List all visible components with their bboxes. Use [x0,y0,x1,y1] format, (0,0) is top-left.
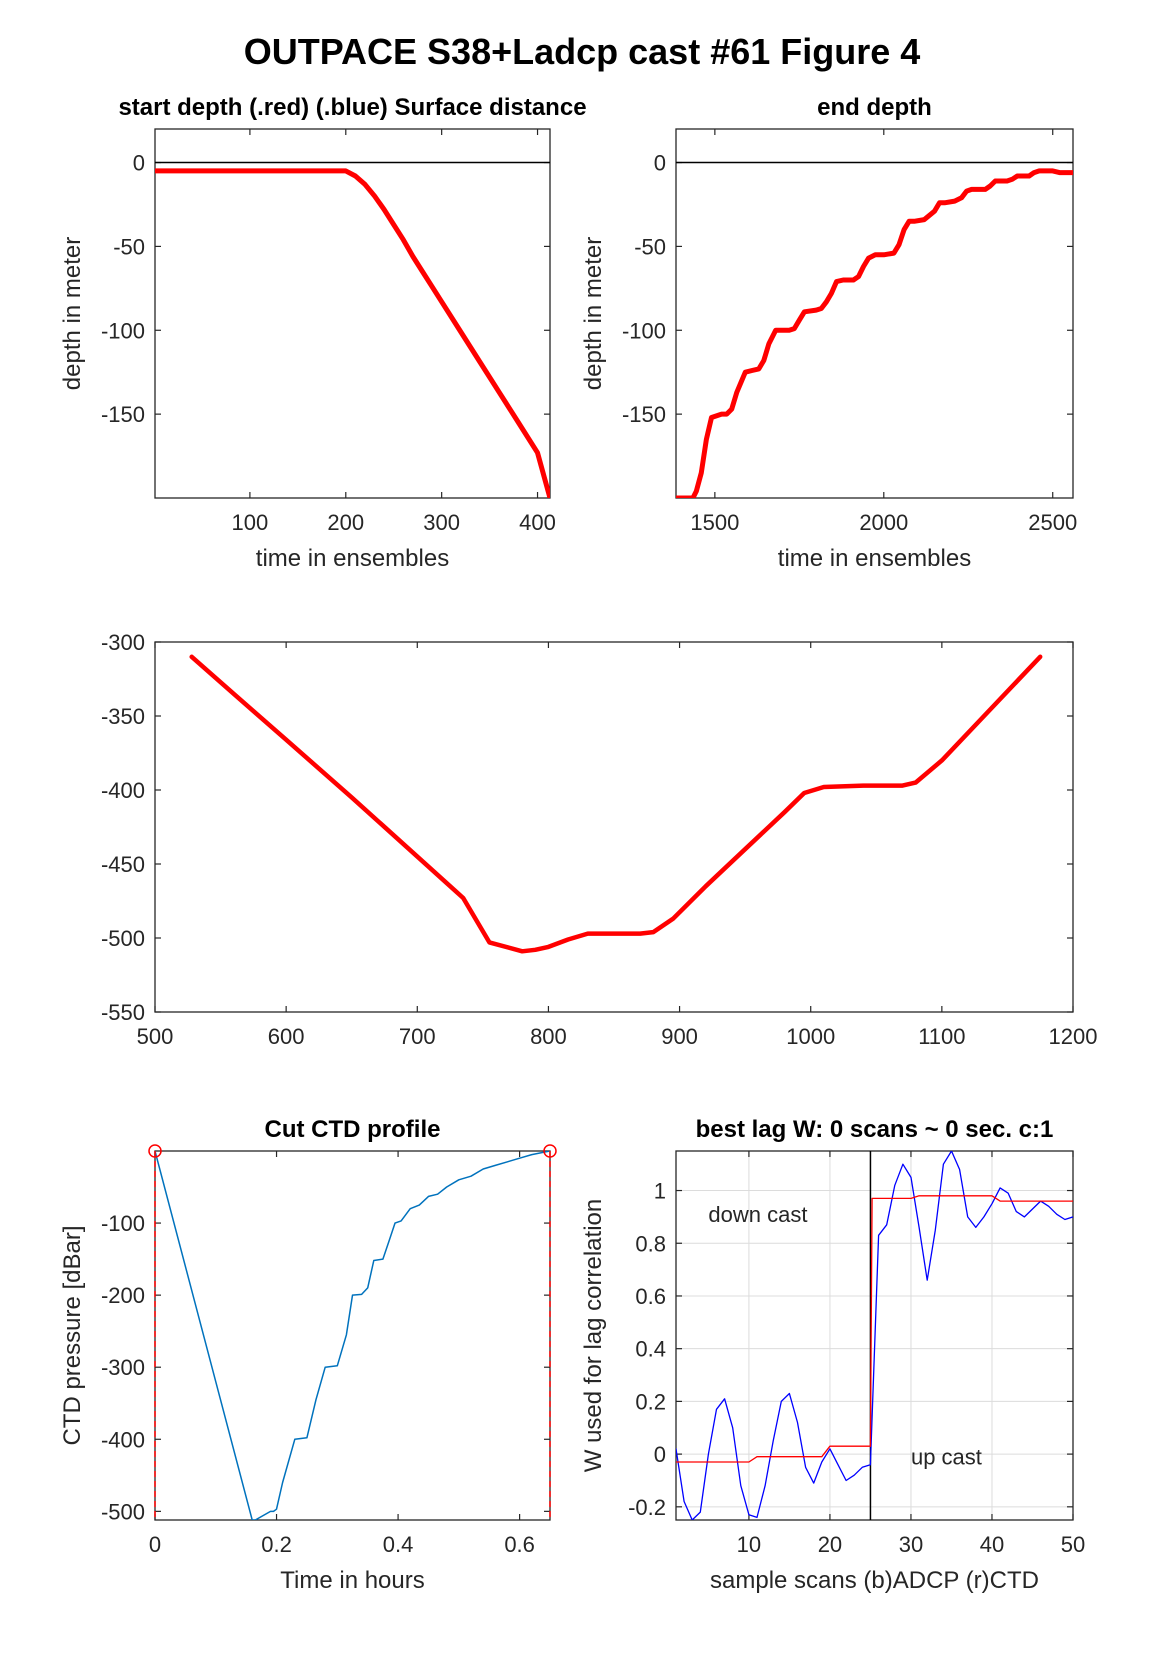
series-line-0 [155,1151,550,1520]
x-tick-label: 40 [980,1532,1004,1557]
x-tick-label: 1200 [1049,1024,1098,1049]
y-tick-label: 0 [654,1442,666,1467]
y-tick-label: -500 [101,1499,145,1524]
axes-box [154,641,1074,1013]
series-line-0 [676,1151,1073,1520]
panel-title: end depth [817,94,932,121]
x-axis-label: sample scans (b)ADCP (r)CTD [710,1567,1039,1594]
x-tick-label: 900 [661,1024,698,1049]
y-axis-label: depth in meter [580,237,607,390]
x-axis-label: Time in hours [280,1567,425,1594]
plot-area [189,654,1043,954]
y-tick-label: 0 [654,151,666,176]
x-tick-label: 0.2 [261,1532,292,1557]
y-tick-label: 1 [654,1179,666,1204]
y-tick-label: -200 [101,1283,145,1308]
series-line-0 [189,654,1043,954]
annotation-text: down cast [708,1202,807,1227]
panel-title: best lag W: 0 scans ~ 0 sec. c:1 [696,1116,1054,1143]
y-tick-label: -300 [101,1355,145,1380]
x-tick-label: 0.4 [383,1532,414,1557]
y-tick-label: -50 [634,234,666,259]
y-tick-label: 0.2 [635,1389,666,1414]
x-tick-label: 1100 [918,1024,965,1049]
x-tick-label: 1500 [690,510,739,535]
y-tick-label: 0.8 [635,1231,666,1256]
y-axis-label: W used for lag correlation [580,1199,607,1472]
x-tick-label: 20 [818,1532,842,1557]
x-tick-label: 30 [899,1532,923,1557]
x-tick-label: 500 [137,1024,174,1049]
x-tick-label: 50 [1061,1532,1085,1557]
figure-title: OUTPACE S38+Ladcp cast #61 Figure 4 [244,31,921,72]
x-tick-label: 10 [737,1532,761,1557]
y-axis-label: CTD pressure [dBar] [59,1225,86,1445]
x-tick-label: 0 [149,1532,161,1557]
panel-surface-distance: 500 600 700 800 900 1000 1100 1200 -300 -350 -400 -… [101,630,1098,1049]
y-axis-label: depth in meter [59,237,86,390]
plot-area [155,1151,550,1520]
x-tick-label: 0.6 [504,1532,535,1557]
y-tick-label: -100 [622,318,666,343]
x-tick-label: 2500 [1028,510,1077,535]
y-tick-label: -400 [101,778,145,803]
panel-best-lag: 10 20 30 40 50 1 0.8 0.6 0.4 0.2 0 -0.2 best lag W: … [580,1116,1085,1594]
plot-area [155,161,550,498]
x-tick-label: 2000 [859,510,908,535]
series-line-0 [676,168,1073,498]
y-tick-label: -150 [101,402,145,427]
x-tick-label: 1000 [786,1024,835,1049]
plot-area [676,1151,1073,1520]
series-line-1 [676,1195,1073,1463]
cut-marker-circle [148,1144,162,1158]
y-tick-label: -300 [101,630,145,655]
plot-area [676,161,1073,498]
x-tick-label: 100 [232,510,269,535]
y-tick-label: -0.2 [628,1495,666,1520]
y-tick-label: -100 [101,318,145,343]
panel-cut-ctd-profile: 0 0.2 0.4 0.6 -100 -200 -300 -400 -500 Cut CTD pr… [59,1116,557,1594]
x-tick-label: 200 [327,510,364,535]
annotation-text: up cast [911,1445,982,1470]
x-axis-label: time in ensembles [256,545,449,572]
axes-box [675,1150,1074,1521]
y-tick-label: -150 [622,402,666,427]
x-axis-label: time in ensembles [778,545,971,572]
panel-start-depth: 100 200 300 400 0 -50 -100 -150 start depth (.re… [59,94,587,572]
x-tick-label: 700 [399,1024,436,1049]
x-tick-label: 800 [530,1024,567,1049]
y-tick-label: 0.4 [635,1337,666,1362]
y-tick-label: -350 [101,704,145,729]
axes-box [675,128,1074,499]
y-tick-label: -400 [101,1427,145,1452]
y-tick-label: -550 [101,1000,145,1025]
x-tick-label: 300 [423,510,460,535]
axes-box [154,128,551,499]
panel-title: Cut CTD profile [265,1116,441,1143]
y-tick-label: 0.6 [635,1284,666,1309]
panel-end-depth: 1500 2000 2500 0 -50 -100 -150 end depth time in… [580,94,1077,572]
axes-box [154,1150,551,1521]
y-tick-label: -450 [101,852,145,877]
series-line-0 [155,168,550,498]
y-tick-label: -100 [101,1211,145,1236]
y-tick-label: -50 [113,234,145,259]
y-tick-label: 0 [133,151,145,176]
y-tick-label: -500 [101,926,145,951]
cut-marker-circle [543,1144,557,1158]
panel-title: start depth (.red) (.blue) Surface dista… [118,94,586,121]
x-tick-label: 400 [519,510,556,535]
x-tick-label: 600 [268,1024,305,1049]
